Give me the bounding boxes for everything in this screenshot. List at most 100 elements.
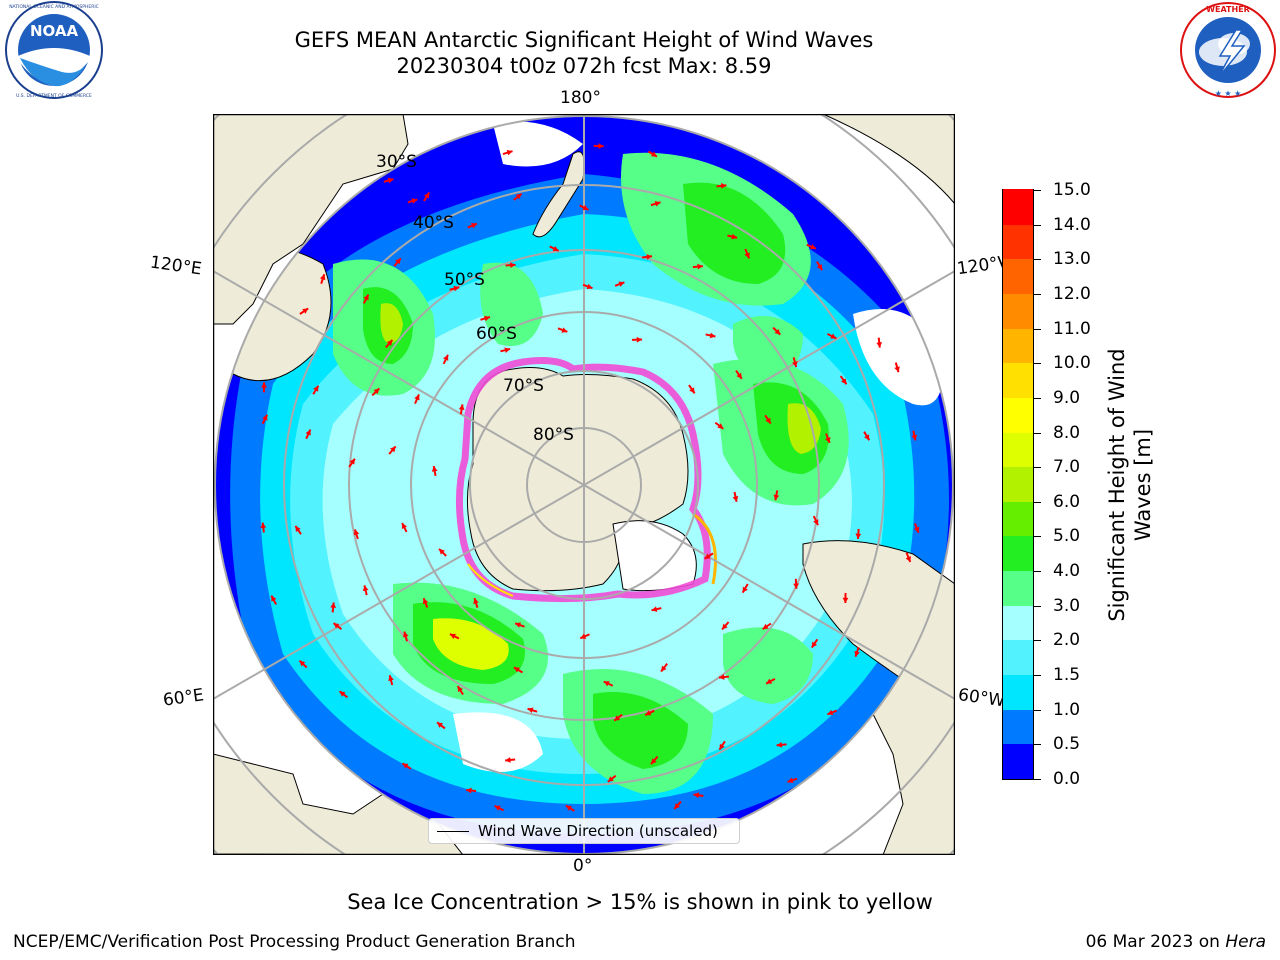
wind-arrow-head — [830, 333, 837, 339]
wind-arrow-head — [787, 777, 794, 783]
colorbar-bin — [1003, 535, 1033, 572]
wind-arrow-head — [313, 385, 319, 392]
wind-arrow-head — [704, 553, 711, 559]
colorbar-tick-mark — [1034, 744, 1041, 746]
map-title: GEFS MEAN Antarctic Significant Height o… — [294, 28, 874, 52]
colorbar-tick-mark — [1034, 709, 1041, 711]
wind-arrow-head — [443, 354, 449, 361]
colorbar-tick-label: 12.0 — [1053, 283, 1091, 304]
colorbar-tick-label: 4.0 — [1053, 561, 1081, 582]
wind-arrow-head — [810, 243, 817, 250]
wind-arrow-head — [645, 710, 652, 716]
colorbar-tick-mark — [1034, 536, 1041, 538]
wind-arrow-head — [765, 417, 771, 424]
colorbar-tick-mark — [1034, 432, 1041, 434]
legend-label: Wind Wave Direction (unscaled) — [478, 822, 718, 840]
colorbar-tick-mark — [1034, 190, 1041, 191]
wind-arrow-head — [762, 623, 769, 630]
wind-arrow-head — [390, 446, 396, 453]
wind-arrow-head — [422, 598, 429, 605]
colorbar-label: Significant Height of Wind Waves [m] — [1104, 285, 1156, 685]
wind-arrow-head — [431, 466, 438, 472]
colorbar-label-line2: Waves [m] — [1131, 428, 1155, 542]
colorbar-tick-label: 3.0 — [1053, 595, 1081, 616]
lat-label-80s: 80°S — [533, 425, 574, 445]
colorbar-tick-label: 1.0 — [1053, 699, 1081, 720]
wind-arrow-head — [876, 342, 883, 348]
wind-arrow-head — [697, 263, 703, 270]
wind-arrow-head — [913, 526, 920, 533]
wind-arrow-head — [271, 595, 277, 602]
wind-arrow-head — [458, 404, 465, 411]
colorbar-bin — [1003, 189, 1033, 225]
wind-arrow-head — [689, 387, 695, 394]
wind-arrow-head — [774, 328, 781, 335]
wind-wave-direction-arrows — [260, 143, 920, 812]
colorbar-tick-label: 0.0 — [1053, 769, 1081, 789]
wind-arrow-head — [401, 523, 408, 530]
footer-branch: NCEP/EMC/Verification Post Processing Pr… — [13, 932, 576, 952]
lat-label-70s: 70°S — [503, 376, 544, 396]
wind-arrow-head — [661, 665, 667, 672]
wind-arrow-head — [319, 274, 326, 281]
wind-arrow-head — [473, 598, 479, 605]
colorbar-tick-mark — [1034, 605, 1041, 607]
wind-arrow-head — [565, 805, 572, 811]
wind-arrow-head — [339, 691, 346, 697]
colorbar-tick-label: 11.0 — [1053, 318, 1091, 339]
wind-arrow-head — [295, 525, 301, 532]
wind-arrow-head — [732, 496, 739, 502]
lat-label-30s: 30°S — [376, 152, 417, 172]
wind-arrow-head — [362, 585, 369, 592]
colorbar-tick-label: 1.5 — [1053, 665, 1081, 686]
wind-arrow-head — [513, 667, 520, 673]
wind-arrow-head — [411, 198, 418, 204]
lon-label-0: 0° — [573, 856, 593, 876]
wind-arrow-head — [527, 707, 534, 714]
noaa-logo: NOAA NATIONAL OCEANIC AND ATMOSPHERIC U.… — [2, 0, 106, 104]
wind-arrow-head — [552, 245, 559, 252]
colorbar-tick-mark — [1034, 363, 1041, 365]
wind-arrow-head — [260, 522, 267, 529]
wind-arrow-head — [580, 633, 587, 639]
wind-arrow-head — [506, 149, 513, 156]
wind-arrow-head — [261, 382, 267, 388]
wind-arrow-head — [693, 792, 700, 799]
svg-text:NOAA: NOAA — [30, 22, 79, 40]
colorbar-tick-label: 8.0 — [1053, 422, 1081, 443]
wind-arrow-head — [841, 378, 847, 385]
wind-arrow-head — [386, 339, 393, 346]
wind-arrow-head — [742, 586, 748, 593]
colorbar — [1002, 189, 1034, 780]
svg-text:U.S. DEPARTMENT OF COMMERCE: U.S. DEPARTMENT OF COMMERCE — [16, 93, 92, 99]
colorbar-bin — [1003, 570, 1033, 606]
wind-arrow-head — [722, 623, 728, 630]
wind-arrow-head — [586, 283, 593, 290]
wind-arrow-head — [484, 315, 491, 322]
wind-arrow-head — [736, 372, 742, 379]
wind-arrow-head — [439, 548, 445, 555]
wind-arrow-head — [813, 519, 819, 526]
wind-arrow-head — [453, 285, 460, 292]
colorbar-tick-mark — [1034, 640, 1041, 642]
wind-arrow-head — [470, 223, 477, 229]
footer-date-text: 06 Mar 2023 on — [1085, 932, 1220, 952]
wind-arrow-head — [302, 308, 309, 314]
lon-label-180: 180° — [560, 88, 601, 108]
colorbar-tick-mark — [1034, 501, 1041, 503]
footer-machine: Hera — [1225, 932, 1266, 952]
wind-arrow-head — [457, 686, 463, 693]
wind-arrow-head — [504, 347, 511, 353]
wind-arrow-head — [582, 204, 589, 211]
lon-label-60w: 60°W — [956, 685, 1004, 711]
wind-arrow-head — [618, 281, 625, 287]
colorbar-tick-mark — [1034, 224, 1041, 226]
wind-arrow-head — [792, 361, 798, 368]
wind-arrow-head — [674, 803, 680, 809]
colorbar-bin — [1003, 605, 1033, 641]
wind-arrow-head — [424, 192, 430, 199]
footer-date: 06 Mar 2023 on Hera — [1086, 932, 1266, 952]
colorbar-tick-label: 6.0 — [1053, 491, 1081, 512]
colorbar-tick-mark — [1034, 328, 1041, 330]
wind-arrow-head — [719, 674, 725, 680]
